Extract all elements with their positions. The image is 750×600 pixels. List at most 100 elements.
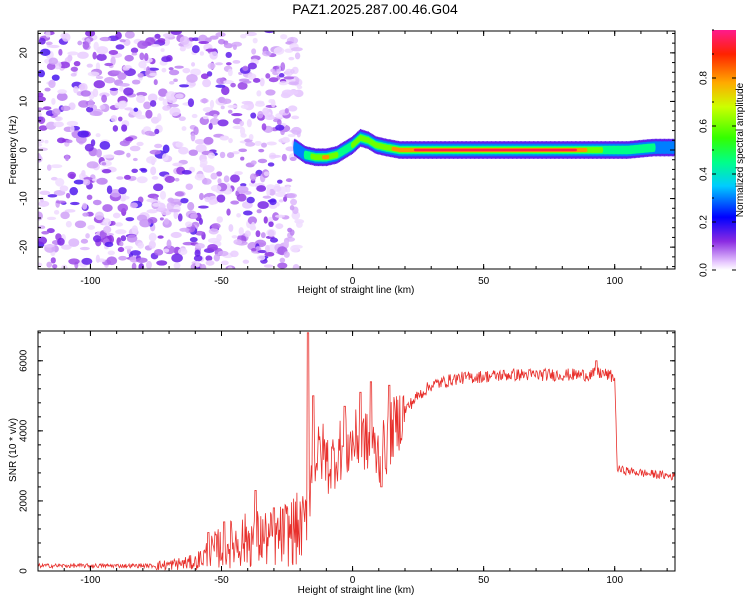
noise-blob [138, 60, 147, 69]
snr-ytick-label: 2000 [19, 489, 30, 512]
noise-blob [210, 184, 222, 192]
noise-blob [38, 211, 43, 221]
noise-blob [39, 190, 51, 195]
noise-blob [99, 36, 112, 42]
snr-ytick-label: 4000 [19, 419, 30, 442]
noise-blob [154, 143, 163, 149]
noise-blob [209, 200, 216, 205]
noise-blob [215, 32, 226, 38]
noise-blob [285, 185, 291, 193]
signal-cell [335, 151, 339, 158]
noise-blob [102, 218, 112, 226]
noise-blob [278, 73, 285, 78]
noise-blob [240, 133, 247, 138]
noise-blob [82, 179, 91, 186]
noise-blob [294, 52, 301, 60]
noise-blob [251, 247, 257, 252]
noise-blob [46, 63, 56, 70]
noise-blob [221, 86, 230, 96]
noise-blob [99, 104, 106, 110]
noise-blob [59, 185, 69, 192]
noise-blob [269, 154, 281, 158]
noise-blob [107, 250, 116, 256]
noise-blob [145, 109, 153, 119]
noise-blob [227, 104, 238, 109]
noise-blob [284, 68, 294, 77]
noise-blob [60, 105, 71, 112]
noise-blob [84, 143, 94, 152]
noise-blob [112, 212, 121, 219]
noise-blob [131, 225, 138, 235]
noise-blob [198, 41, 209, 45]
noise-blob [78, 100, 90, 108]
noise-blob [55, 177, 65, 187]
noise-blob [168, 69, 180, 76]
noise-blob [236, 213, 241, 218]
noise-blob [48, 44, 60, 49]
noise-blob [129, 145, 141, 152]
noise-blob [290, 47, 303, 52]
snr-frame [37, 330, 676, 572]
noise-blob [213, 253, 220, 262]
noise-blob [136, 94, 146, 104]
noise-blob [200, 73, 209, 80]
noise-blob [283, 239, 289, 248]
noise-blob [38, 116, 46, 125]
snr-xtick-label: -50 [214, 575, 229, 586]
noise-blob [267, 229, 275, 237]
noise-blob [239, 120, 245, 127]
noise-blob [290, 198, 298, 206]
noise-blob [259, 77, 265, 87]
noise-blob [130, 250, 142, 256]
noise-blob [131, 262, 137, 269]
noise-blob [140, 168, 148, 173]
noise-blob [174, 191, 185, 197]
noise-blob [50, 164, 63, 169]
noise-blob [252, 78, 261, 83]
snr-xtick-label: 0 [350, 575, 356, 586]
noise-blob [244, 230, 251, 238]
noise-blob [168, 209, 181, 213]
noise-blob [280, 34, 288, 40]
noise-blob [51, 97, 56, 105]
noise-blob [136, 214, 148, 222]
noise-blob [161, 67, 167, 73]
noise-blob [137, 72, 144, 78]
noise-blob [209, 50, 218, 60]
noise-blob [195, 260, 200, 268]
noise-blob [116, 176, 124, 180]
noise-blob [54, 116, 63, 122]
noise-blob [149, 100, 157, 107]
noise-blob [38, 92, 44, 98]
noise-blob [287, 105, 298, 112]
spectrogram-xlabel: Height of straight line (km) [298, 285, 415, 296]
noise-blob [161, 56, 171, 63]
noise-blob [64, 209, 76, 213]
noise-blob [101, 168, 112, 174]
noise-blob [86, 194, 93, 200]
noise-blob [257, 110, 264, 119]
noise-blob [188, 149, 198, 156]
noise-blob [119, 140, 130, 147]
noise-blob [122, 65, 130, 71]
noise-blob [92, 199, 102, 206]
noise-blob [80, 238, 89, 244]
noise-blob [146, 260, 152, 269]
noise-blob [58, 61, 71, 69]
noise-blob [220, 105, 225, 110]
noise-blob [281, 136, 290, 143]
noise-blob [275, 201, 280, 207]
noise-blob [143, 53, 149, 61]
colorbar-tick-label: 0.8 [699, 71, 710, 85]
noise-blob [221, 98, 232, 104]
noise-blob [92, 88, 99, 98]
noise-blob [148, 232, 157, 242]
noise-blob [110, 56, 116, 66]
noise-blob [240, 183, 247, 187]
noise-blob [170, 231, 182, 239]
noise-blob [185, 183, 193, 191]
noise-blob [254, 140, 262, 147]
noise-blob [291, 115, 300, 120]
spectrogram-ytick-label: 10 [19, 95, 30, 107]
